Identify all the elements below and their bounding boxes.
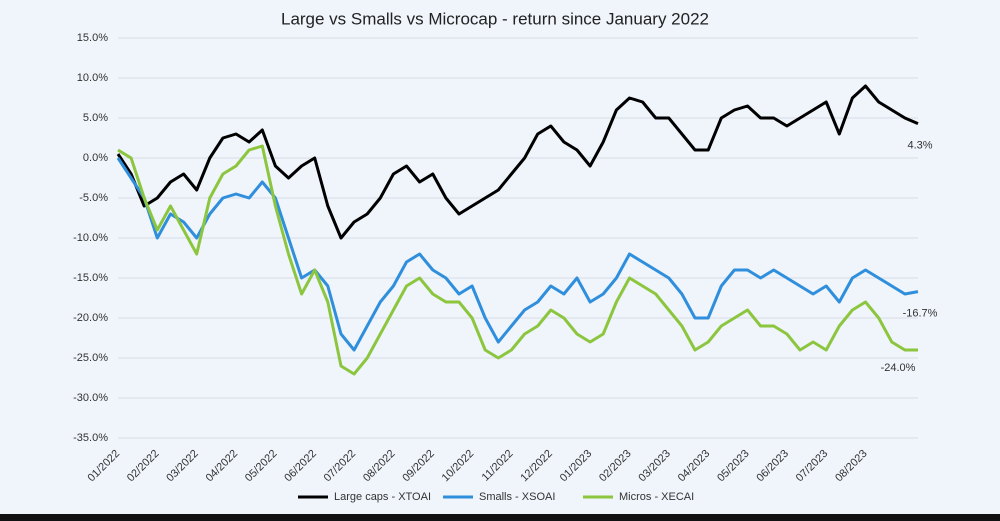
end-label: -24.0% (881, 362, 916, 374)
y-tick-label: 10.0% (77, 72, 108, 84)
legend-label: Micros - XECAI (619, 491, 694, 503)
y-tick-label: -5.0% (79, 192, 108, 204)
end-label: -16.7% (903, 308, 938, 320)
legend-label: Smalls - XSOAI (479, 491, 555, 503)
y-tick-label: -15.0% (73, 272, 108, 284)
series-line (117, 144, 918, 376)
y-tick-label: -10.0% (73, 232, 108, 244)
y-tick-label: -25.0% (73, 352, 108, 364)
series-line (116, 84, 919, 240)
y-tick-label: -20.0% (73, 312, 108, 324)
series-line (116, 157, 919, 352)
y-tick-label: 0.0% (83, 152, 108, 164)
bottom-bar (0, 514, 1000, 521)
y-tick-label: -30.0% (73, 392, 108, 404)
y-tick-label: -35.0% (73, 432, 108, 444)
end-label: 4.3% (907, 140, 932, 152)
y-tick-label: 5.0% (83, 112, 108, 124)
chart-title: Large vs Smalls vs Microcap - return sin… (281, 9, 709, 28)
legend-label: Large caps - XTOAI (334, 491, 431, 503)
y-tick-label: 15.0% (77, 32, 108, 44)
